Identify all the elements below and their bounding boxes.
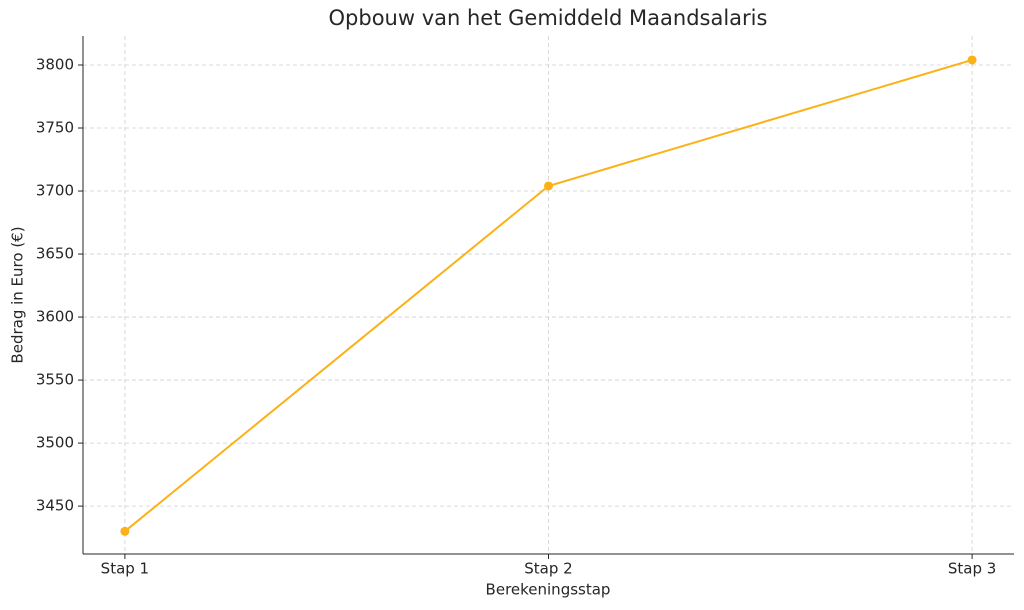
x-tick-label: Stap 1 xyxy=(101,560,149,578)
point xyxy=(120,526,130,536)
y-tick-label: 3450 xyxy=(36,497,74,515)
y-tick-label: 3750 xyxy=(36,119,74,137)
y-axis-label: Bedrag in Euro (€) xyxy=(9,226,27,363)
x-axis-label: Berekeningsstap xyxy=(486,581,611,599)
y-tick-label: 3700 xyxy=(36,182,74,200)
chart-title: Opbouw van het Gemiddeld Maandsalaris xyxy=(329,6,768,30)
point xyxy=(967,55,977,65)
y-tick-label: 3800 xyxy=(36,55,74,73)
x-tick-label: Stap 2 xyxy=(524,560,572,578)
y-tick-label: 3550 xyxy=(36,371,74,389)
y-tick-label: 3600 xyxy=(36,308,74,326)
point xyxy=(544,181,553,191)
y-tick-label: 3500 xyxy=(36,434,74,452)
x-tick-label: Stap 3 xyxy=(948,560,996,578)
y-tick-label: 3650 xyxy=(36,245,74,263)
